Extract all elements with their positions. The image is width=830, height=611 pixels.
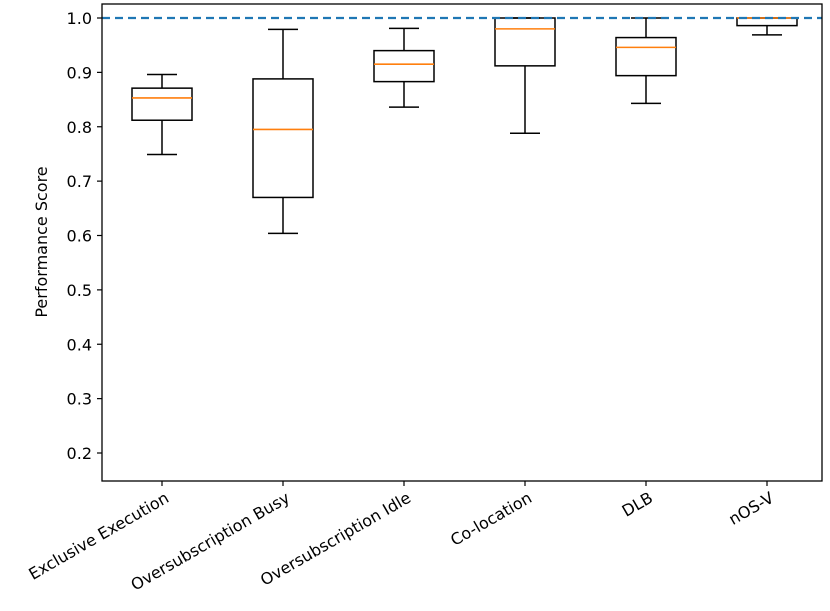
y-axis-label: Performance Score xyxy=(32,166,51,317)
box-3 xyxy=(373,27,435,108)
box-1 xyxy=(131,73,193,156)
iqr-box xyxy=(131,87,193,121)
y-tick-label: 0.7 xyxy=(67,172,92,191)
box-2 xyxy=(252,28,314,235)
box-6 xyxy=(736,17,798,36)
iqr-box xyxy=(494,17,556,67)
y-tick-label: 0.8 xyxy=(67,118,92,137)
y-tick-label: 0.9 xyxy=(67,63,92,82)
y-tick-label: 0.3 xyxy=(67,390,92,409)
iqr-box xyxy=(252,78,314,199)
iqr-box xyxy=(615,36,677,77)
box-4 xyxy=(494,17,556,135)
y-tick-label: 1.0 xyxy=(67,9,92,28)
box-5 xyxy=(615,17,677,105)
plot-content xyxy=(102,16,822,235)
y-tick-label: 0.6 xyxy=(67,227,92,246)
x-tick-label: Co-location xyxy=(447,488,535,550)
y-tick-label: 0.2 xyxy=(67,444,92,463)
y-tick-label: 0.4 xyxy=(67,335,92,354)
x-tick-label: DLB xyxy=(619,488,656,521)
y-axis: 0.2 0.3 0.4 0.5 0.6 0.7 0.8 0.9 1.0 xyxy=(67,9,102,463)
iqr-box xyxy=(373,49,435,83)
x-tick-label: nOS-V xyxy=(725,488,777,529)
plot-frame xyxy=(101,3,823,482)
y-tick-label: 0.5 xyxy=(67,281,92,300)
